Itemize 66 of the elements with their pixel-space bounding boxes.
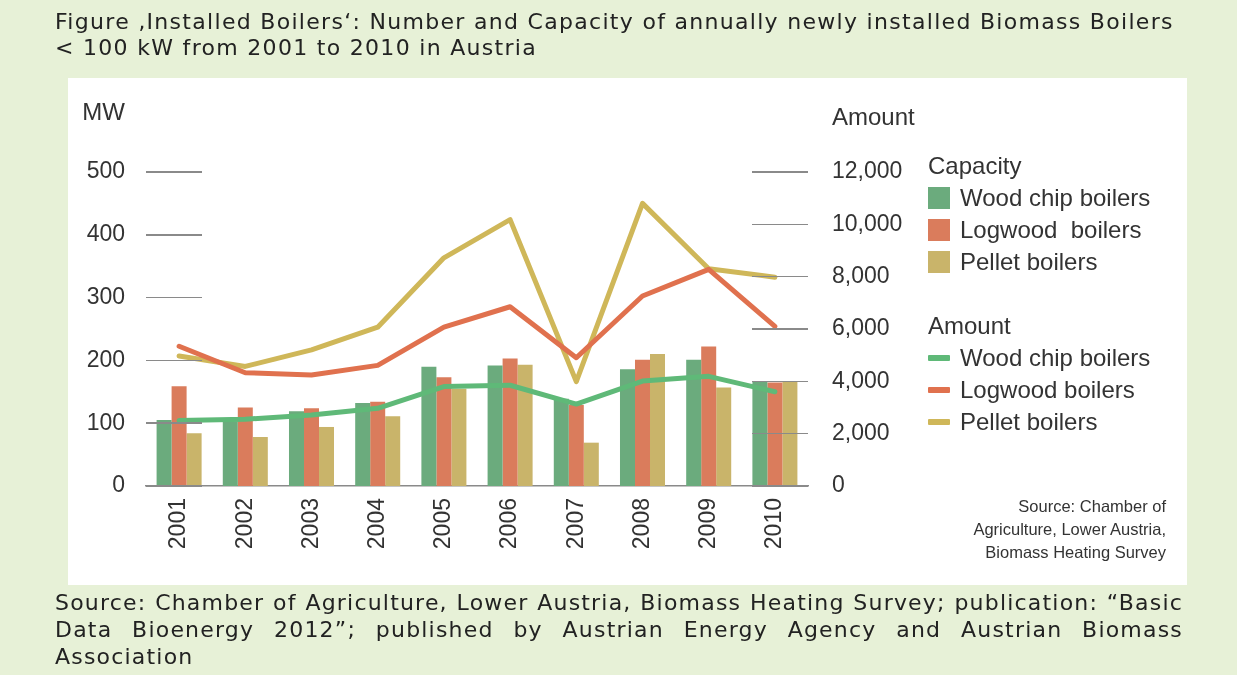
bar [156,420,172,486]
bar [186,433,202,486]
bar [619,369,635,486]
y-tick-label: 500 [86,157,125,184]
bar [288,411,304,486]
legend-label: Wood chip boilers [960,343,1151,373]
x-tick-label: 2008 [627,498,654,550]
bar [752,381,768,486]
x-tick-label: 2009 [694,498,721,550]
bar [319,426,335,486]
bar [686,359,702,486]
y2-tick-label: 8,000 [832,262,890,289]
y-tick-label: 300 [86,282,125,309]
bar [517,364,533,486]
bar [716,387,732,486]
bar [583,442,599,486]
x-tick-label: 2005 [429,498,456,550]
chart-title: Figure ‚Installed Boilers‘: Number and Capacity of annually newly installed Biomass Boilers < 100 kW from 2001 to 2010 in Austria [55,9,1175,61]
x-tick-label: 2003 [296,498,323,550]
bar [701,346,717,486]
legend-label: Logwood boilers [960,375,1135,405]
y-tick-label: 0 [112,471,125,498]
bar [782,381,798,486]
bar [171,386,187,486]
bar [650,354,666,486]
bar [237,407,253,486]
bar [568,404,584,486]
x-tick-label: 2002 [230,498,257,550]
text: Capacity [928,151,1023,181]
y2-tick-label: 4,000 [832,366,890,393]
bar [635,359,650,486]
legend-label: Wood chip boilers [960,183,1151,213]
x-tick-label: 2006 [495,498,522,550]
bar [436,377,452,486]
legend-label: Logwood boilers [960,215,1142,245]
bar [370,401,386,486]
bar [222,421,238,486]
legend-label: Pellet boilers [960,407,1098,437]
y-tick-label: 400 [86,220,125,247]
source-note: Source: Chamber of Agriculture, Lower Austria, Biomass Heating Survey; publication: “Basic Data Bioenergy 2012”; published by Austrian Energy Agency and Austrian Biomass Association [55,589,1183,670]
y2-tick-label: 6,000 [832,314,890,341]
x-tick-label: 2010 [760,498,787,550]
y2-axis-title: Amount [832,103,916,130]
bar [487,365,503,486]
bar [385,416,401,486]
bar [421,366,437,486]
bar [767,382,783,486]
bar [355,403,371,486]
y2-tick-label: 2,000 [832,419,890,446]
bar [502,358,518,486]
y-tick-label: 200 [86,345,125,372]
bar [451,388,467,486]
y-axis-title: MW [82,98,126,125]
bar [304,408,319,486]
bar [553,398,569,486]
text: Amount [928,311,1012,341]
source-note: Source: Chamber of Agriculture, Lower Austria, Biomass Heating Survey [972,496,1166,563]
x-tick-label: 2001 [164,498,191,550]
x-tick-label: 2007 [561,498,588,550]
x-tick-label: 2004 [363,497,390,550]
y-tick-label: 100 [86,408,125,435]
bar [252,437,268,486]
y2-tick-label: 0 [832,471,845,498]
legend-label: Pellet boilers [960,247,1098,277]
y2-tick-label: 12,000 [832,157,903,184]
y2-tick-label: 10,000 [832,209,903,236]
